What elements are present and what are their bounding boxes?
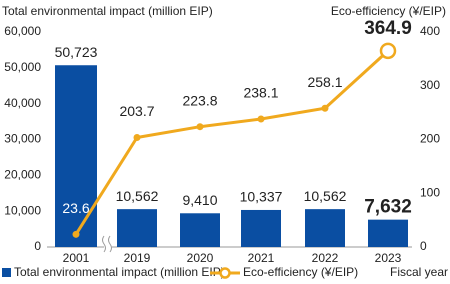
x-tick-label: 2020 xyxy=(187,251,214,265)
bar xyxy=(55,65,97,247)
x-tick-label: 2019 xyxy=(124,251,151,265)
x-tick-label: 2022 xyxy=(312,251,339,265)
y-tick-label: 30,000 xyxy=(4,132,41,146)
bar xyxy=(117,209,157,247)
bar-value-label: 7,632 xyxy=(364,197,412,218)
legend: Total environmental impact (million EIP)… xyxy=(2,265,358,279)
y2-tick-label: 100 xyxy=(420,185,440,199)
bar xyxy=(180,213,220,247)
bar-value-label: 10,337 xyxy=(240,189,283,205)
bar-value-label: 50,723 xyxy=(55,44,98,60)
y2-tick-label: 300 xyxy=(420,78,440,92)
legend-marker xyxy=(219,267,231,279)
legend-swatch xyxy=(2,268,11,277)
bar-value-label: 9,410 xyxy=(182,192,217,208)
y-tick-label: 20,000 xyxy=(4,168,41,182)
bar xyxy=(241,209,281,247)
x-axis-title: Fiscal year xyxy=(390,265,448,279)
line-marker xyxy=(196,123,204,131)
y-tick-label: 50,000 xyxy=(4,60,41,74)
y-tick-label: 40,000 xyxy=(4,96,41,110)
y2-tick-label: 400 xyxy=(420,24,440,38)
line-marker xyxy=(321,104,329,112)
bar-value-label: 10,562 xyxy=(304,188,347,204)
line-marker xyxy=(72,230,80,238)
line-marker xyxy=(133,134,141,142)
bar xyxy=(305,209,345,247)
y-tick-label: 10,000 xyxy=(4,203,41,217)
line-value-label: 223.8 xyxy=(182,92,217,108)
line-value-label: 23.6 xyxy=(62,200,89,216)
y-tick-label: 60,000 xyxy=(4,24,41,38)
x-tick-label: 2021 xyxy=(248,251,275,265)
y2-tick-label: 200 xyxy=(420,132,440,146)
line-marker xyxy=(379,42,397,60)
line-value-label: 238.1 xyxy=(243,85,278,101)
y2-axis-title: Eco-efficiency (¥/EIP) xyxy=(331,4,446,18)
line xyxy=(74,49,390,236)
line-value-label: 203.7 xyxy=(119,103,154,119)
bar xyxy=(368,219,408,247)
legend-label: Eco-efficiency (¥/EIP) xyxy=(243,265,358,279)
bar-value-label: 10,562 xyxy=(116,188,159,204)
line-value-label: 258.1 xyxy=(307,74,342,90)
axis-break xyxy=(102,235,112,253)
legend-label: Total environmental impact (million EIP) xyxy=(14,265,225,279)
y-tick-label: 0 xyxy=(34,239,41,253)
line-value-label: 364.9 xyxy=(364,18,412,39)
x-tick-label: 2001 xyxy=(63,251,90,265)
y2-tick-label: 0 xyxy=(420,239,427,253)
x-tick-label: 2023 xyxy=(375,251,402,265)
y-axis-title: Total environmental impact (million EIP) xyxy=(2,4,213,18)
line-marker xyxy=(257,115,265,123)
